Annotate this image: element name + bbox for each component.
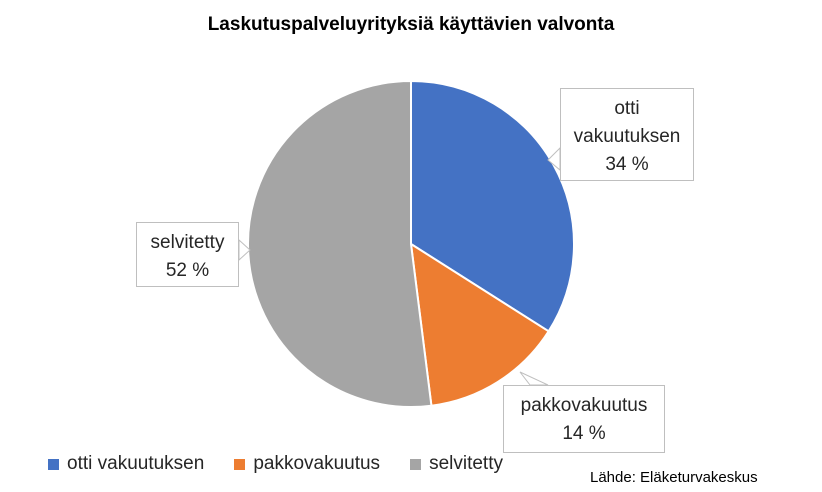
pie-slice <box>409 242 551 407</box>
data-callout: otti vakuutuksen 34 % <box>560 88 694 181</box>
chart-title: Laskutuspalveluyrityksiä käyttävien valv… <box>207 14 615 35</box>
legend-swatch <box>410 458 422 470</box>
data-label: 34 % <box>605 154 649 175</box>
callout-category: otti vakuutuksen <box>573 98 681 147</box>
legend-label: otti vakuutuksen <box>67 453 205 474</box>
data-label: 52 % <box>165 260 210 281</box>
source: Lähde: Eläketurvakeskus <box>590 469 758 486</box>
callout-pointer <box>519 371 549 386</box>
data-callout: pakkovakuutus 14 % <box>503 385 665 453</box>
legend-item: selvitetty <box>410 453 503 475</box>
callout-category: pakkovakuutus <box>520 395 648 416</box>
legend-swatch <box>48 458 59 470</box>
data-callout: selvitetty 52 % <box>136 222 239 287</box>
callout-pointer <box>238 238 251 262</box>
legend-item: otti vakuutuksen <box>48 453 204 475</box>
legend-label: pakkovakuutus <box>253 453 381 474</box>
legend-swatch <box>234 458 246 470</box>
legend: otti vakuutuksen pakkovakuutus selvitetty <box>48 453 503 475</box>
data-label: 14 % <box>562 423 606 444</box>
legend-item: pakkovakuutus <box>234 453 380 475</box>
pie-slice <box>247 79 433 408</box>
legend-label: selvitetty <box>429 453 503 474</box>
callout-category: selvitetty <box>150 232 225 253</box>
